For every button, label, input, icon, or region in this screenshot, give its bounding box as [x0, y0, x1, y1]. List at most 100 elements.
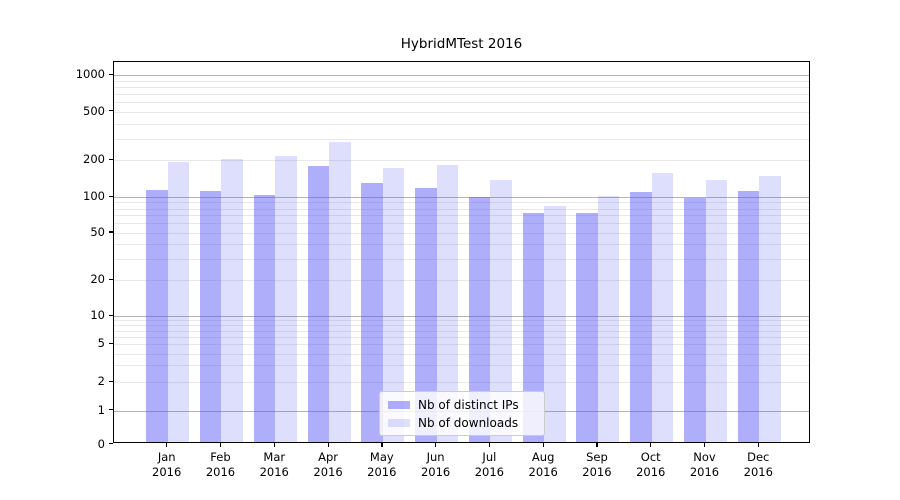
x-tick-mark	[542, 443, 544, 447]
gridline-minor	[114, 208, 809, 210]
y-tick-mark	[109, 342, 113, 345]
x-tick-label: Oct 2016	[636, 450, 666, 479]
y-tick-mark	[109, 314, 113, 316]
y-tick-mark	[109, 73, 113, 75]
bar-distinct-ips-mar	[253, 195, 276, 442]
gridline-minor	[114, 353, 809, 355]
x-tick-mark	[596, 443, 598, 447]
gridline-minor	[114, 111, 809, 113]
gridline-minor	[114, 223, 809, 225]
x-tick-mark	[166, 443, 168, 447]
x-tick-label: Jan 2016	[152, 450, 182, 479]
gridline-minor	[114, 215, 809, 217]
x-tick-label: Aug 2016	[528, 450, 558, 479]
bar-downloads-sep	[597, 196, 620, 442]
x-tick-label: Dec 2016	[743, 450, 773, 479]
legend-swatch-downloads-icon	[388, 418, 410, 427]
chart-title: HybridMTest 2016	[400, 36, 523, 52]
bar-distinct-ips-dec	[737, 191, 760, 442]
bar-distinct-ips-sep	[576, 213, 598, 442]
y-tick-label: 1	[97, 402, 105, 417]
gridline-minor	[114, 365, 809, 367]
gridline-minor	[114, 330, 809, 332]
y-tick-mark	[109, 278, 113, 280]
x-tick-label: Sep 2016	[582, 450, 612, 479]
y-tick-label: 200	[83, 152, 105, 167]
gridline-major	[114, 197, 809, 198]
y-tick-label: 2	[97, 374, 105, 389]
y-tick-mark	[109, 409, 113, 411]
x-tick-label: Jun 2016	[420, 450, 451, 479]
bar-downloads-apr	[329, 142, 351, 442]
y-tick-mark	[109, 195, 113, 197]
bar-distinct-ips-jul	[468, 197, 491, 442]
x-tick-mark	[757, 443, 759, 447]
gridline-minor	[114, 344, 809, 346]
bar-downloads-aug	[544, 205, 566, 442]
y-tick-mark	[109, 158, 113, 160]
bar-distinct-ips-apr	[307, 165, 330, 442]
bar-downloads-dec	[759, 176, 781, 442]
gridline-minor	[114, 325, 809, 327]
bar-downloads-oct	[651, 172, 674, 442]
gridline-major	[114, 75, 809, 76]
bar-distinct-ips-feb	[199, 191, 222, 442]
bar-downloads-nov	[705, 179, 727, 442]
gridline-minor	[114, 336, 809, 338]
gridline-minor	[114, 382, 809, 384]
x-tick-label: Nov 2016	[689, 450, 720, 479]
legend-label-downloads: Nb of downloads	[418, 415, 519, 430]
legend-item-distinct-ips: Nb of distinct IPs	[388, 398, 536, 412]
legend-swatch-ips-icon	[388, 400, 410, 409]
x-tick-mark	[273, 443, 275, 447]
y-tick-label: 1000	[75, 67, 105, 81]
gridline-minor	[114, 80, 809, 82]
x-tick-mark	[435, 443, 437, 447]
x-tick-label: Apr 2016	[313, 450, 343, 479]
bar-downloads-jan	[167, 162, 190, 442]
x-tick-label: Feb 2016	[205, 450, 236, 479]
y-tick-mark	[109, 231, 113, 233]
gridline-minor	[114, 160, 809, 162]
gridline-minor	[114, 102, 809, 104]
gridline-minor	[114, 86, 809, 88]
bar-distinct-ips-nov	[684, 197, 706, 442]
y-tick-mark	[109, 443, 113, 445]
y-tick-label: 0	[97, 436, 105, 451]
bar-distinct-ips-jun	[415, 187, 437, 442]
gridline-minor	[114, 280, 809, 282]
y-tick-mark	[109, 110, 113, 112]
x-tick-mark	[219, 443, 222, 447]
y-tick-label: 500	[83, 103, 105, 118]
bar-downloads-jun	[436, 165, 459, 442]
legend-label-distinct-ips: Nb of distinct IPs	[418, 397, 519, 412]
bar-downloads-feb	[221, 159, 243, 442]
bar-downloads-mar	[275, 155, 297, 442]
gridline-major	[114, 316, 809, 317]
bar-distinct-ips-may	[361, 183, 383, 442]
x-tick-mark	[327, 443, 329, 447]
gridline-minor	[114, 93, 809, 95]
plot-area	[113, 61, 810, 443]
y-tick-label: 10	[90, 308, 105, 322]
y-tick-label: 50	[90, 224, 105, 239]
gridline-minor	[114, 244, 809, 246]
x-tick-mark	[650, 443, 652, 447]
x-tick-mark	[381, 443, 383, 447]
bar-distinct-ips-jan	[146, 190, 168, 442]
gridline-minor	[114, 232, 809, 234]
x-tick-mark	[488, 443, 491, 447]
y-tick-mark	[109, 380, 113, 382]
legend-item-downloads: Nb of downloads	[388, 416, 536, 430]
bar-downloads-may	[382, 167, 405, 442]
gridline-minor	[114, 320, 809, 322]
gridline-minor	[114, 123, 809, 125]
x-tick-mark	[704, 443, 706, 447]
gridline-minor	[114, 202, 809, 204]
y-tick-label: 5	[97, 336, 105, 351]
bar-distinct-ips-aug	[522, 213, 545, 442]
legend: Nb of distinct IPs Nb of downloads	[379, 391, 545, 436]
y-tick-label: 20	[90, 272, 105, 287]
x-tick-label: Jul 2016	[474, 450, 505, 479]
